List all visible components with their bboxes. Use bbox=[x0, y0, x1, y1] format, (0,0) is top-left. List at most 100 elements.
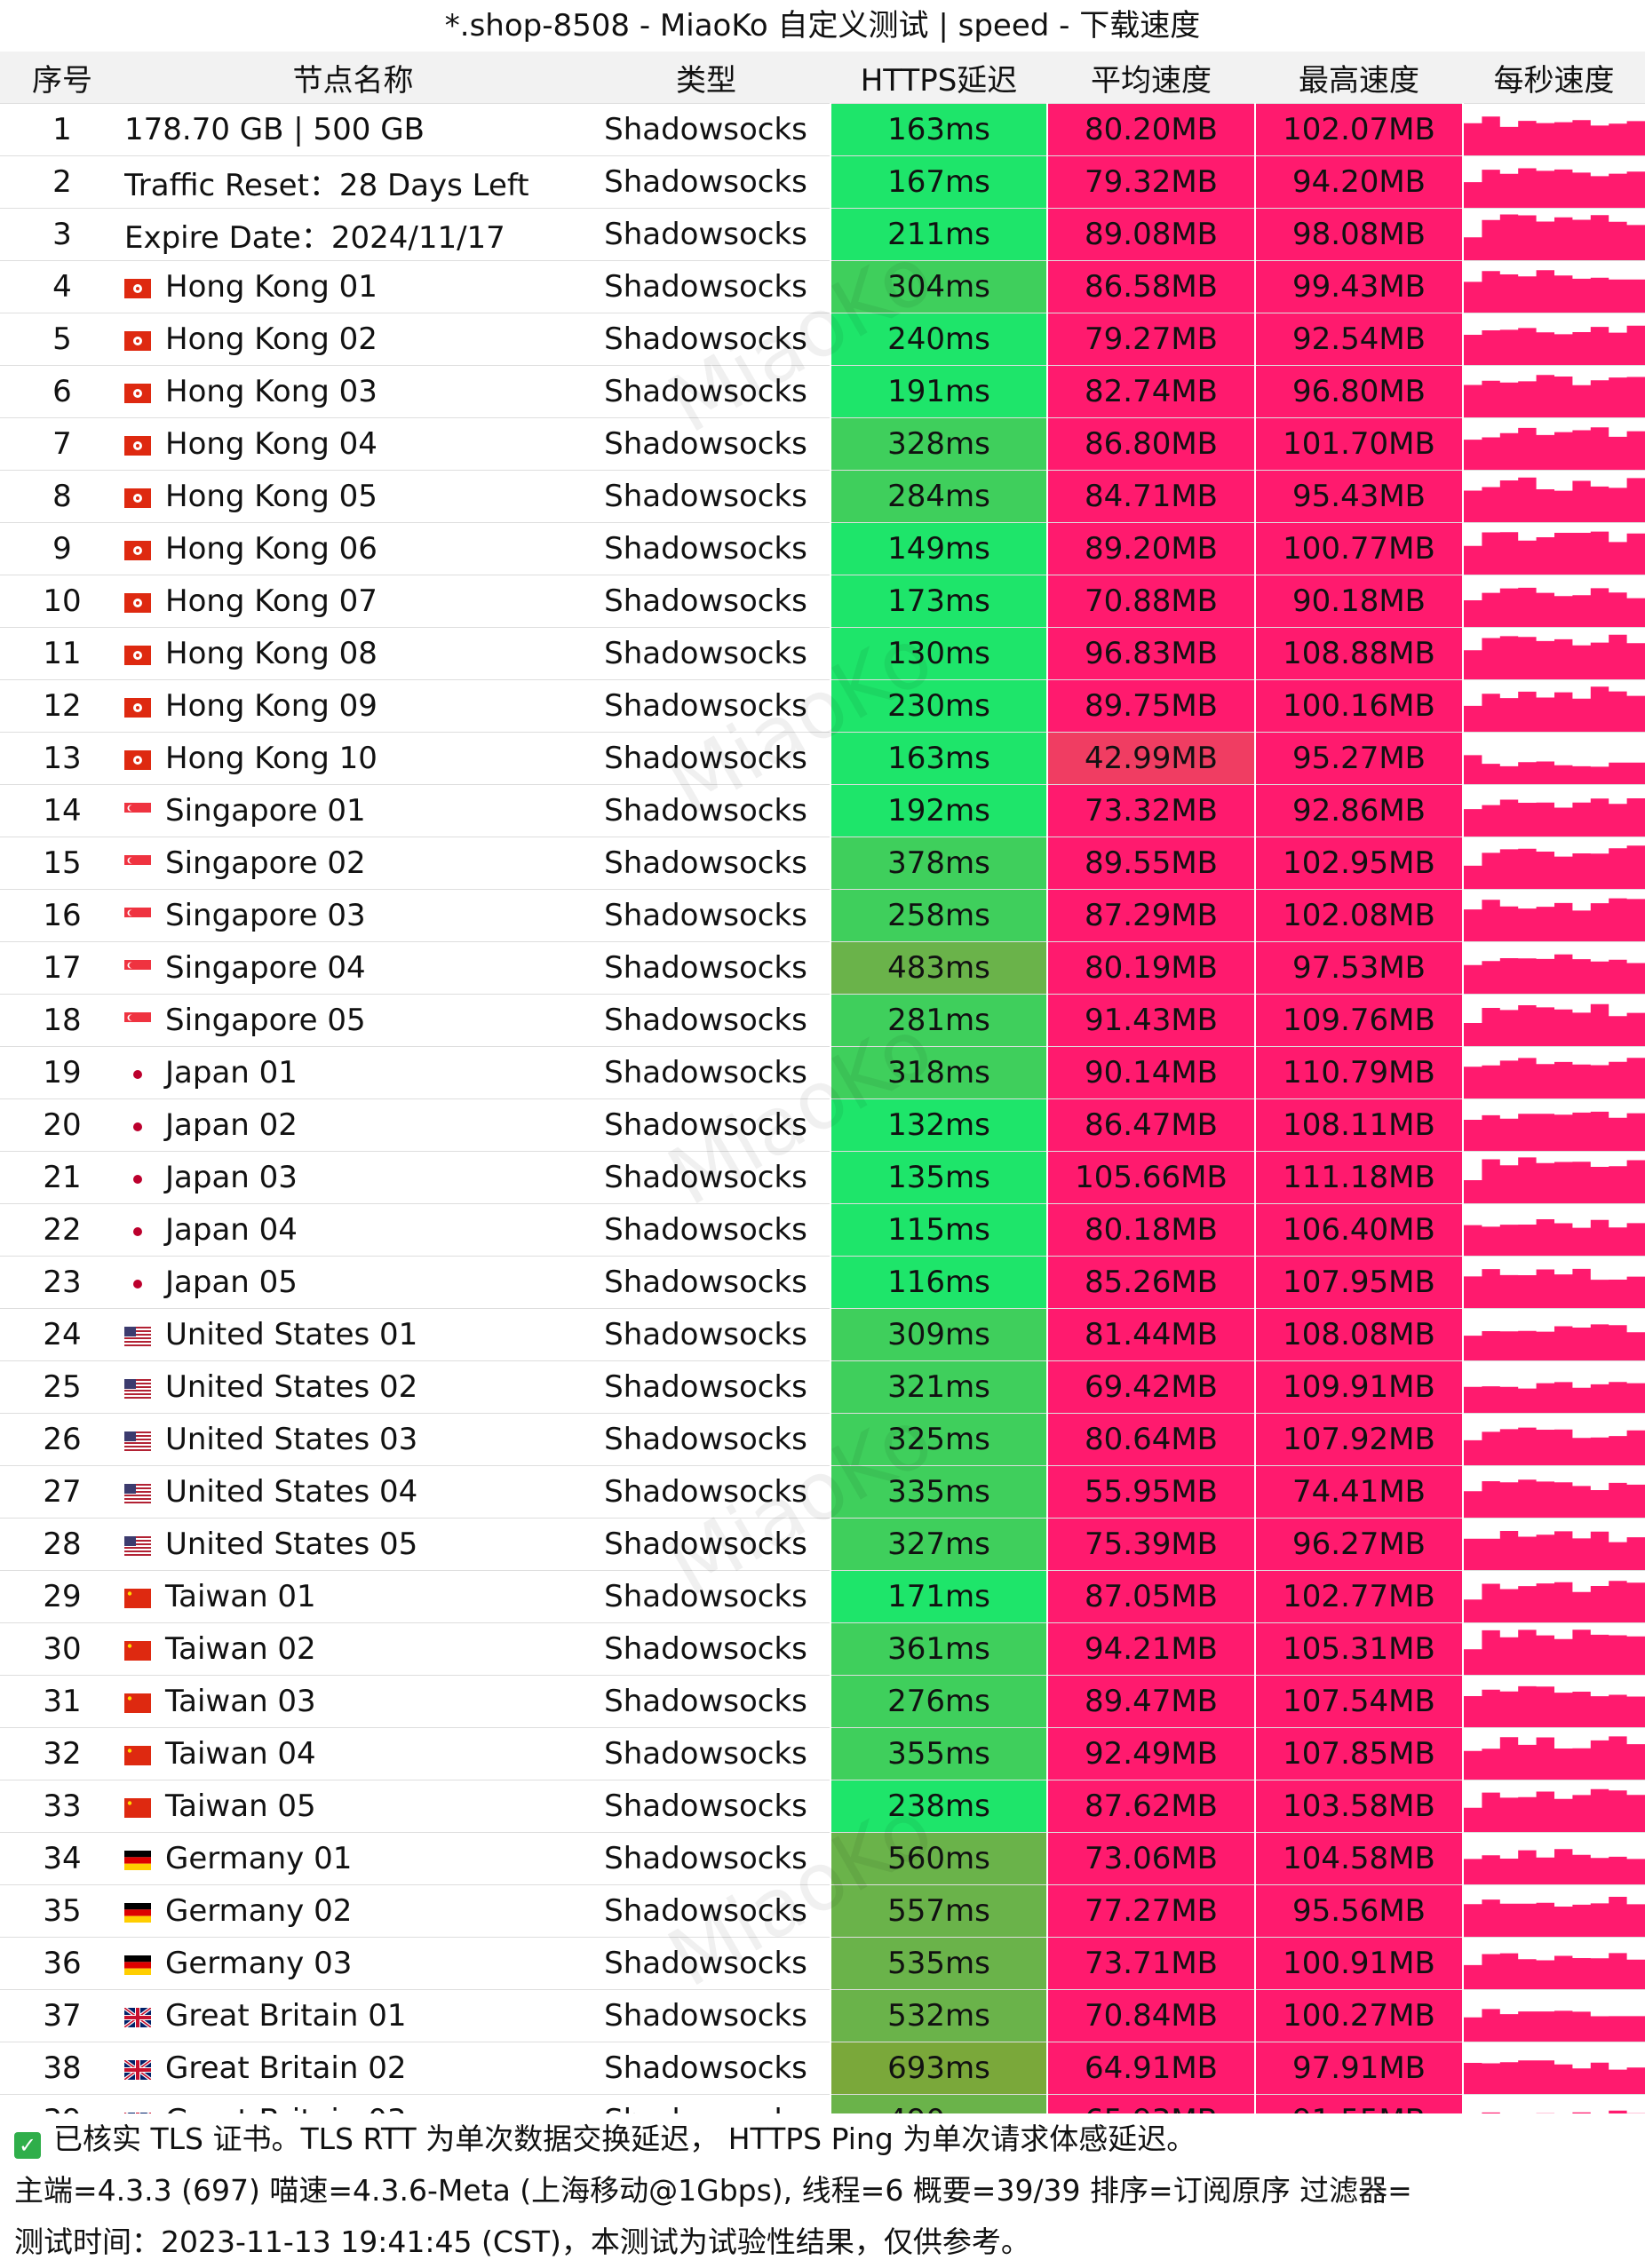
header-avg-speed[interactable]: 平均速度 bbox=[1047, 52, 1255, 104]
header-per-second-speed[interactable]: 每秒速度 bbox=[1463, 52, 1645, 104]
table-row[interactable]: 32 Taiwan 04 Shadowsocks 355ms 92.49MB 107.85… bbox=[0, 1727, 1645, 1780]
table-row[interactable]: 28 United States 05 Shadowsocks 327ms 75.39M… bbox=[0, 1518, 1645, 1571]
max-speed: 95.27MB bbox=[1255, 732, 1464, 785]
node-name: Singapore 04 bbox=[165, 950, 366, 986]
table-row[interactable]: 1 178.70 GB | 500 GB Shadowsocks 163ms 80.20… bbox=[0, 103, 1645, 156]
node-type: Shadowsocks bbox=[582, 313, 830, 366]
table-row[interactable]: 26 United States 03 Shadowsocks 325ms 80.64M… bbox=[0, 1413, 1645, 1466]
table-row[interactable]: 19 Japan 01 Shadowsocks 318ms 90.14MB 110.79M… bbox=[0, 1046, 1645, 1099]
table-row[interactable]: 8 Hong Kong 05 Shadowsocks 284ms 84.71MB 95.4… bbox=[0, 470, 1645, 523]
node-name: Japan 03 bbox=[165, 1160, 298, 1195]
table-row[interactable]: 27 United States 04 Shadowsocks 335ms 55.95M… bbox=[0, 1465, 1645, 1519]
row-index: 14 bbox=[0, 784, 124, 837]
per-second-speed-sparkline bbox=[1463, 994, 1645, 1047]
node-name-cell: Germany 03 bbox=[124, 1937, 582, 1990]
https-latency: 258ms bbox=[830, 889, 1048, 942]
node-type: Shadowsocks bbox=[582, 732, 830, 785]
max-speed: 106.40MB bbox=[1255, 1203, 1464, 1257]
table-row[interactable]: 4 Hong Kong 01 Shadowsocks 304ms 86.58MB 99.4… bbox=[0, 260, 1645, 313]
table-row[interactable]: 10 Hong Kong 07 Shadowsocks 173ms 70.88MB 90.… bbox=[0, 575, 1645, 628]
table-row[interactable]: 12 Hong Kong 09 Shadowsocks 230ms 89.75MB 100… bbox=[0, 679, 1645, 733]
flag-us-icon bbox=[124, 1476, 151, 1503]
header-idx[interactable]: 序号 bbox=[0, 52, 124, 104]
header-name[interactable]: 节点名称 bbox=[124, 52, 582, 104]
average-speed: 69.42MB bbox=[1047, 1360, 1256, 1414]
node-name: Hong Kong 05 bbox=[165, 479, 377, 514]
node-name: 178.70 GB | 500 GB bbox=[124, 112, 425, 147]
table-row[interactable]: 15 Singapore 02 Shadowsocks 378ms 89.55MB 102… bbox=[0, 837, 1645, 890]
table-row[interactable]: 14 Singapore 01 Shadowsocks 192ms 73.32MB 92.… bbox=[0, 784, 1645, 837]
per-second-speed-sparkline bbox=[1463, 155, 1645, 209]
per-second-speed-sparkline bbox=[1463, 260, 1645, 313]
flag-hk-icon bbox=[124, 742, 151, 770]
table-row[interactable]: 6 Hong Kong 03 Shadowsocks 191ms 82.74MB 96.8… bbox=[0, 365, 1645, 418]
table-row[interactable]: 37 Great Britain 01 Shadowsocks 532ms 70.84M… bbox=[0, 1989, 1645, 2042]
table-row[interactable]: 7 Hong Kong 04 Shadowsocks 328ms 86.80MB 101.… bbox=[0, 417, 1645, 471]
table-row[interactable]: 23 Japan 05 Shadowsocks 116ms 85.26MB 107.95M… bbox=[0, 1256, 1645, 1309]
table-row[interactable]: 20 Japan 02 Shadowsocks 132ms 86.47MB 108.11M… bbox=[0, 1098, 1645, 1152]
table-row[interactable]: 17 Singapore 04 Shadowsocks 483ms 80.19MB 97.… bbox=[0, 941, 1645, 995]
node-name-cell: Hong Kong 05 bbox=[124, 470, 582, 523]
node-name-cell: Hong Kong 02 bbox=[124, 313, 582, 366]
per-second-speed-sparkline bbox=[1463, 365, 1645, 418]
per-second-speed-sparkline bbox=[1463, 1727, 1645, 1780]
per-second-speed-sparkline bbox=[1463, 1465, 1645, 1519]
https-latency: 335ms bbox=[830, 1465, 1048, 1519]
average-speed: 91.43MB bbox=[1047, 994, 1256, 1047]
table-row[interactable]: 25 United States 02 Shadowsocks 321ms 69.42M… bbox=[0, 1360, 1645, 1414]
row-index: 18 bbox=[0, 994, 124, 1047]
node-name-cell: United States 05 bbox=[124, 1518, 582, 1571]
header-max-speed[interactable]: 最高速度 bbox=[1255, 52, 1463, 104]
table-row[interactable]: 35 Germany 02 Shadowsocks 557ms 77.27MB 95.56… bbox=[0, 1884, 1645, 1938]
per-second-speed-sparkline bbox=[1463, 627, 1645, 680]
max-speed: 107.95MB bbox=[1255, 1256, 1464, 1309]
average-speed: 89.08MB bbox=[1047, 208, 1256, 261]
table-row[interactable]: 30 Taiwan 02 Shadowsocks 361ms 94.21MB 105.31… bbox=[0, 1622, 1645, 1676]
table-row[interactable]: 29 Taiwan 01 Shadowsocks 171ms 87.05MB 102.77… bbox=[0, 1570, 1645, 1623]
table-row[interactable]: 21 Japan 03 Shadowsocks 135ms 105.66MB 111.18… bbox=[0, 1151, 1645, 1204]
speed-results-table: 序号 节点名称 类型 HTTPS延迟 平均速度 最高速度 每秒速度 1 178.7… bbox=[0, 52, 1645, 2147]
table-row[interactable]: 34 Germany 01 Shadowsocks 560ms 73.06MB 104.5… bbox=[0, 1832, 1645, 1885]
table-row[interactable]: 31 Taiwan 03 Shadowsocks 276ms 89.47MB 107.54… bbox=[0, 1675, 1645, 1728]
node-name-cell: 178.70 GB | 500 GB bbox=[124, 103, 582, 156]
table-row[interactable]: 16 Singapore 03 Shadowsocks 258ms 87.29MB 102… bbox=[0, 889, 1645, 942]
table-row[interactable]: 22 Japan 04 Shadowsocks 115ms 80.18MB 106.40M… bbox=[0, 1203, 1645, 1257]
row-index: 1 bbox=[0, 103, 124, 156]
row-index: 38 bbox=[0, 2042, 124, 2095]
row-index: 24 bbox=[0, 1308, 124, 1361]
flag-hk-icon bbox=[124, 480, 151, 508]
node-name-cell: Singapore 02 bbox=[124, 837, 582, 890]
header-type[interactable]: 类型 bbox=[582, 52, 830, 104]
footer-meta: 主端=4.3.3 (697) 喵速=4.3.6-Meta (上海移动@1Gbps… bbox=[0, 2165, 1645, 2216]
row-index: 9 bbox=[0, 522, 124, 575]
table-row[interactable]: 18 Singapore 05 Shadowsocks 281ms 91.43MB 109… bbox=[0, 994, 1645, 1047]
table-row[interactable]: 5 Hong Kong 02 Shadowsocks 240ms 79.27MB 92.5… bbox=[0, 313, 1645, 366]
table-row[interactable]: 11 Hong Kong 08 Shadowsocks 130ms 96.83MB 108… bbox=[0, 627, 1645, 680]
table-row[interactable]: 38 Great Britain 02 Shadowsocks 693ms 64.91M… bbox=[0, 2042, 1645, 2095]
table-row[interactable]: 3 Expire Date：2024/11/17 Shadowsocks 211ms 8… bbox=[0, 208, 1645, 261]
table-row[interactable]: 2 Traffic Reset：28 Days Left Shadowsocks 16… bbox=[0, 155, 1645, 209]
node-name: Singapore 02 bbox=[165, 845, 366, 881]
flag-de-icon bbox=[124, 1947, 151, 1975]
node-type: Shadowsocks bbox=[582, 1518, 830, 1571]
table-row[interactable]: 9 Hong Kong 06 Shadowsocks 149ms 89.20MB 100.… bbox=[0, 522, 1645, 575]
node-name-cell: Great Britain 02 bbox=[124, 2042, 582, 2095]
node-name-cell: Hong Kong 06 bbox=[124, 522, 582, 575]
table-row[interactable]: 36 Germany 03 Shadowsocks 535ms 73.71MB 100.9… bbox=[0, 1937, 1645, 1990]
table-row[interactable]: 13 Hong Kong 10 Shadowsocks 163ms 42.99MB 95.… bbox=[0, 732, 1645, 785]
node-name: Taiwan 02 bbox=[165, 1631, 316, 1667]
row-index: 20 bbox=[0, 1098, 124, 1152]
row-index: 28 bbox=[0, 1518, 124, 1571]
max-speed: 94.20MB bbox=[1255, 155, 1464, 209]
average-speed: 80.20MB bbox=[1047, 103, 1256, 156]
table-row[interactable]: 24 United States 01 Shadowsocks 309ms 81.44M… bbox=[0, 1308, 1645, 1361]
average-speed: 89.75MB bbox=[1047, 679, 1256, 733]
max-speed: 90.18MB bbox=[1255, 575, 1464, 628]
https-latency: 132ms bbox=[830, 1098, 1048, 1152]
flag-us-icon bbox=[124, 1528, 151, 1556]
node-name: Japan 01 bbox=[165, 1055, 298, 1090]
max-speed: 109.91MB bbox=[1255, 1360, 1464, 1414]
node-name: Great Britain 02 bbox=[165, 2050, 407, 2086]
header-latency[interactable]: HTTPS延迟 bbox=[830, 52, 1047, 104]
table-row[interactable]: 33 Taiwan 05 Shadowsocks 238ms 87.62MB 103.58… bbox=[0, 1780, 1645, 1833]
